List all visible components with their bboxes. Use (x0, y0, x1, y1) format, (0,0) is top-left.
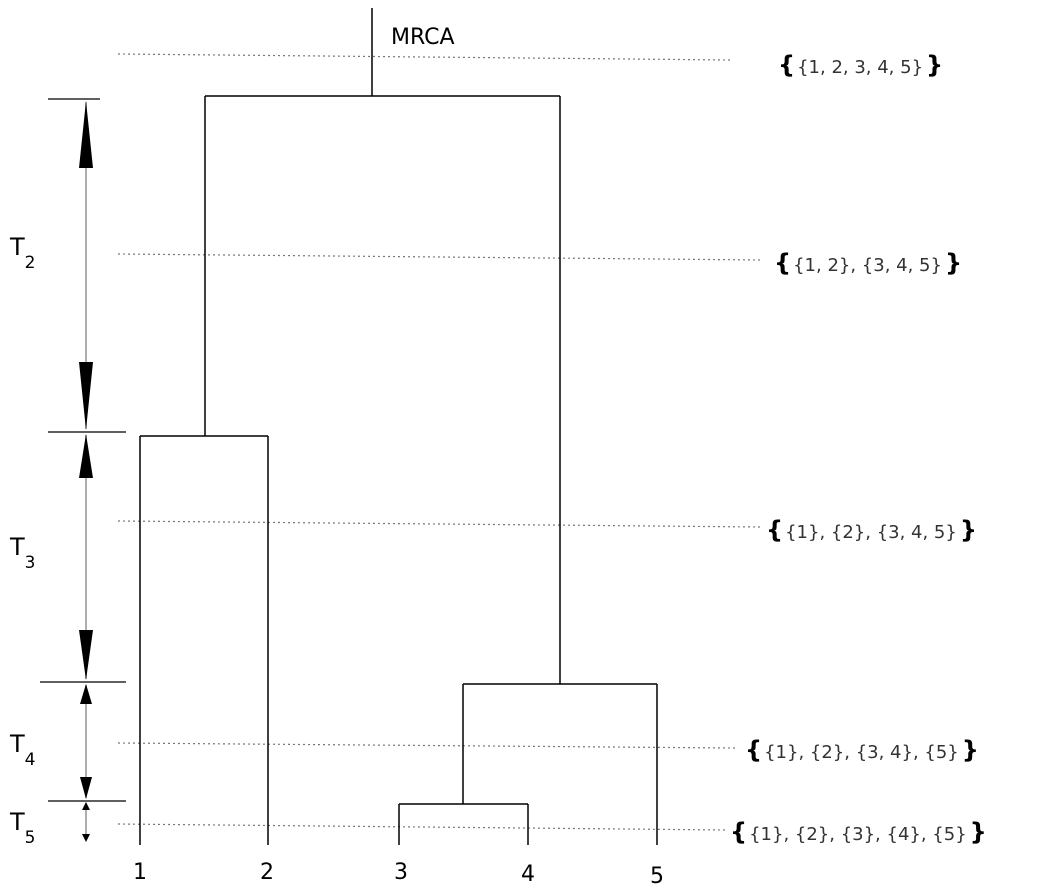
interval-arrow-t5 (82, 802, 90, 842)
partition-label-4: {{1}, {2}, {3, 4}, {5}} (745, 736, 979, 764)
interval-arrow-t3 (79, 434, 93, 680)
interval-label-t4: T4 (9, 730, 36, 770)
interval-arrow-t4 (80, 684, 92, 799)
leaf-label-1: 1 (133, 860, 147, 885)
level-line-1 (117, 53, 731, 61)
leaf-label-2: 2 (260, 860, 274, 885)
level-line-4 (117, 742, 736, 749)
interval-label-t2: T2 (9, 233, 36, 273)
mrca-label: MRCA (391, 25, 455, 50)
interval-label-t3: T3 (9, 533, 36, 573)
level-line-3 (117, 520, 761, 528)
leaf-label-3: 3 (394, 860, 408, 885)
partition-label-5: {{1}, {2}, {3}, {4}, {5}} (730, 818, 987, 846)
leaf-label-5: 5 (650, 864, 664, 888)
partition-label-3: {{1}, {2}, {3, 4, 5}} (766, 516, 977, 544)
partition-label-2: {{1, 2}, {3, 4, 5}} (774, 249, 962, 277)
interval-arrow-t2 (79, 101, 93, 430)
level-line-5 (117, 823, 726, 831)
partition-label-1: {{1, 2, 3, 4, 5}} (778, 51, 943, 79)
level-line-2 (117, 253, 763, 261)
interval-label-t5: T5 (9, 808, 36, 848)
leaf-label-4: 4 (521, 862, 535, 887)
genealogy-tree (139, 8, 658, 845)
